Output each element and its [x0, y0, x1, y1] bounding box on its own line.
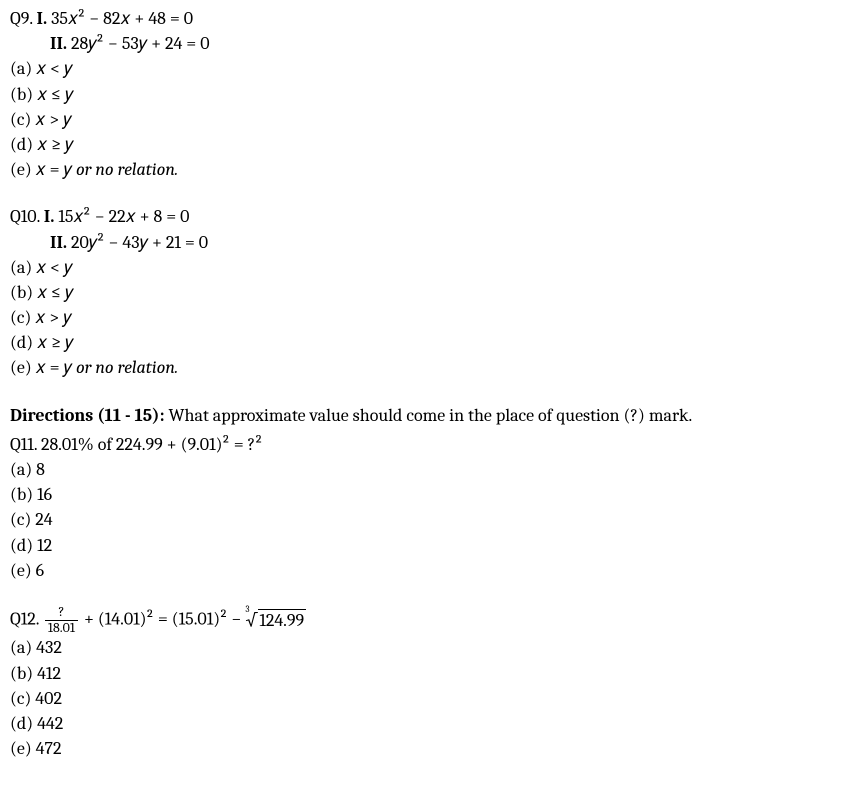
- question-10: Q10. I. 15𝑥² − 22𝑥 + 8 = 0 II. 20𝑦² − 43…: [10, 204, 840, 380]
- question-9: Q9. I. 35𝑥² − 82𝑥 + 48 = 0 II. 28𝑦² − 53…: [10, 6, 840, 182]
- q9-option-e: (e) 𝑥 = 𝑦 or no relation.: [10, 157, 840, 182]
- q12-option-b: (b) 412: [10, 661, 840, 686]
- q9-line1: Q9. I. 35𝑥² − 82𝑥 + 48 = 0: [10, 6, 840, 31]
- q10-line2: II. 20𝑦² − 43𝑦 + 21 = 0: [10, 230, 840, 255]
- question-11: Q11. 28.01% of 224.99 + (9.01)² = ?² (a)…: [10, 432, 840, 583]
- q10-label: Q10.: [10, 206, 40, 227]
- q9-eq2-label: II.: [50, 33, 67, 54]
- q9-line2: II. 28𝑦² − 53𝑦 + 24 = 0: [10, 31, 840, 56]
- q11-option-b: (b) 16: [10, 482, 840, 507]
- directions-11-15: Directions (11 - 15): What approximate v…: [10, 403, 840, 428]
- q10-eq2: 20𝑦² − 43𝑦 + 21 = 0: [71, 232, 208, 253]
- q12-mid: + (14.01)² = (15.01)² −: [84, 608, 245, 629]
- q9-eq1-label: I.: [37, 8, 48, 29]
- directions-label: Directions (11 - 15):: [10, 405, 165, 426]
- q9-label: Q9.: [10, 8, 33, 29]
- q11-expr: 28.01% of 224.99 + (9.01)² = ?²: [41, 434, 263, 455]
- q11-option-c: (c) 24: [10, 507, 840, 532]
- q12-cuberoot: 3√124.99: [245, 608, 306, 633]
- q11-line: Q11. 28.01% of 224.99 + (9.01)² = ?²: [10, 432, 840, 457]
- q10-option-e-italic: or no relation.: [76, 357, 178, 378]
- q11-label: Q11.: [10, 434, 41, 455]
- q10-eq1: 15𝑥² − 22𝑥 + 8 = 0: [58, 206, 189, 227]
- q10-option-e: (e) 𝑥 = 𝑦 or no relation.: [10, 355, 840, 380]
- question-12: Q12. ? 18.01 + (14.01)² = (15.01)² − 3√1…: [10, 605, 840, 761]
- q10-option-b: (b) 𝑥 ≤ 𝑦: [10, 280, 840, 305]
- q10-option-d: (d) 𝑥 ≥ 𝑦: [10, 330, 840, 355]
- q12-root-radicand: 124.99: [258, 609, 306, 631]
- q10-eq1-label: I.: [44, 206, 55, 227]
- q12-frac-den: 18.01: [45, 621, 78, 636]
- q11-option-e: (e) 6: [10, 558, 840, 583]
- q10-line1: Q10. I. 15𝑥² − 22𝑥 + 8 = 0: [10, 204, 840, 229]
- q12-line: Q12. ? 18.01 + (14.01)² = (15.01)² − 3√1…: [10, 605, 840, 635]
- q12-option-c: (c) 402: [10, 686, 840, 711]
- q10-eq2-label: II.: [50, 232, 67, 253]
- q9-option-e-italic: or no relation.: [76, 159, 178, 180]
- q9-eq2: 28𝑦² − 53𝑦 + 24 = 0: [71, 33, 210, 54]
- q10-option-e-prefix: (e) 𝑥 = 𝑦: [10, 357, 76, 378]
- q9-option-a: (a) 𝑥 < 𝑦: [10, 56, 840, 81]
- q11-option-a: (a) 8: [10, 457, 840, 482]
- q12-option-d: (d) 442: [10, 711, 840, 736]
- q9-option-b: (b) 𝑥 ≤ 𝑦: [10, 82, 840, 107]
- q12-option-e: (e) 472: [10, 736, 840, 761]
- q9-eq1: 35𝑥² − 82𝑥 + 48 = 0: [51, 8, 193, 29]
- q12-option-a: (a) 432: [10, 635, 840, 660]
- q11-option-d: (d) 12: [10, 533, 840, 558]
- q12-label: Q12.: [10, 608, 43, 629]
- q9-option-c: (c) 𝑥 > 𝑦: [10, 107, 840, 132]
- q10-option-c: (c) 𝑥 > 𝑦: [10, 305, 840, 330]
- q12-fraction: ? 18.01: [45, 605, 78, 635]
- q10-option-a: (a) 𝑥 < 𝑦: [10, 255, 840, 280]
- directions-text: What approximate value should come in th…: [165, 405, 693, 426]
- q9-option-e-prefix: (e) 𝑥 = 𝑦: [10, 159, 76, 180]
- q12-root-index: 3: [245, 605, 249, 615]
- q9-option-d: (d) 𝑥 ≥ 𝑦: [10, 132, 840, 157]
